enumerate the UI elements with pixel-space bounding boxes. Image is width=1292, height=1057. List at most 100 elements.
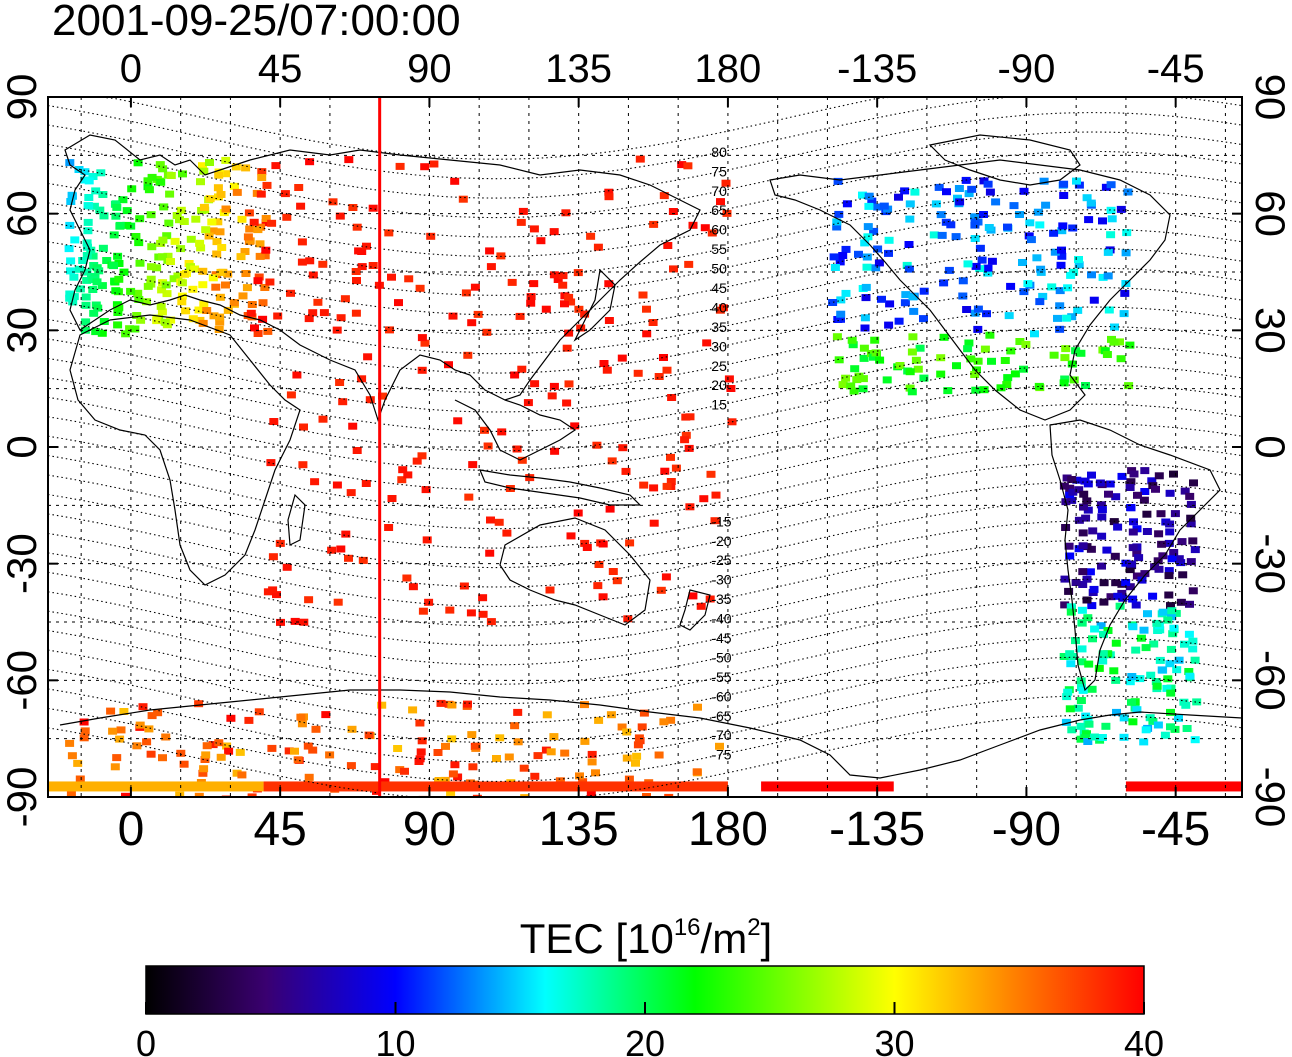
tec-cell (666, 478, 676, 485)
magnetic-latitude-label: -25 (711, 552, 731, 568)
tec-cell (344, 554, 353, 562)
tec-cell (96, 169, 106, 177)
tec-cell (340, 295, 350, 303)
tec-cell (293, 756, 303, 764)
tec-cell (244, 716, 254, 724)
tec-cell (946, 221, 956, 229)
tec-cell (510, 722, 520, 730)
tec-cell (420, 163, 430, 171)
lon-tick-label-top: -45 (1147, 47, 1205, 91)
magnetic-latitude-contour (48, 637, 1242, 724)
tec-cell (1165, 489, 1175, 497)
tec-cell (468, 763, 478, 771)
tec-cell (241, 270, 251, 277)
tec-cell (261, 215, 271, 222)
tec-cell (1083, 716, 1093, 723)
tec-cell (970, 221, 980, 229)
tec-cell (561, 209, 571, 217)
tec-cell (114, 275, 124, 283)
tec-cell (900, 187, 910, 195)
tec-cell (1152, 682, 1162, 690)
tec-cell (1141, 726, 1151, 734)
tec-cell (471, 742, 481, 750)
tec-cell (69, 293, 79, 301)
tec-cell (1067, 496, 1077, 504)
tec-cell (1118, 594, 1128, 602)
lat-tick-label-right: 60 (1247, 190, 1292, 237)
tec-cell (1190, 546, 1200, 554)
tec-cell (260, 252, 270, 260)
tec-cell (623, 615, 633, 623)
tec-cell (237, 215, 247, 223)
tec-cell (962, 306, 972, 313)
tec-cell (299, 423, 308, 431)
tec-cell (255, 240, 265, 248)
tec-cell (138, 703, 148, 711)
tec-cell (1186, 520, 1196, 528)
colorbar-tick-label: 10 (375, 1023, 415, 1057)
tec-cell (1006, 347, 1016, 355)
tec-cell (1107, 215, 1117, 223)
tec-cell (1119, 733, 1129, 741)
tec-cell (328, 198, 338, 206)
tec-cell (908, 333, 918, 341)
tec-cell (849, 387, 859, 395)
tec-cell (642, 793, 651, 797)
tec-cell (680, 436, 690, 444)
tec-cell (1165, 660, 1175, 668)
tec-cell (1035, 221, 1045, 229)
tec-cell (1110, 552, 1120, 560)
tec-cell (1074, 256, 1083, 263)
tec-cell (147, 243, 157, 251)
tec-cell (1015, 211, 1024, 218)
tec-cell (907, 388, 917, 396)
tec-cell (458, 195, 468, 203)
lat-tick-label-right: 90 (1247, 74, 1292, 121)
tec-cell (715, 742, 724, 750)
tec-cell (352, 223, 362, 231)
tec-cell (1055, 302, 1065, 310)
tec-cell (684, 444, 694, 452)
tec-cell (608, 568, 618, 575)
tec-cell (1174, 714, 1183, 722)
tec-cell (904, 241, 914, 248)
tec-cell (81, 301, 91, 309)
tec-cell (1089, 733, 1099, 741)
tec-cell (1150, 563, 1160, 571)
tec-cell (482, 328, 492, 336)
tec-cell (660, 467, 670, 475)
tec-cell (867, 197, 877, 205)
tec-cell (1067, 726, 1077, 734)
tec-cell (1082, 497, 1092, 505)
tec-cell (416, 748, 426, 756)
tec-cell (858, 385, 868, 393)
tec-cell (448, 312, 458, 320)
tec-cell (1063, 284, 1073, 292)
tec-cell (1184, 668, 1194, 675)
tec-cell (485, 247, 495, 255)
tec-cell (417, 737, 427, 745)
tec-cell (358, 556, 368, 564)
tec-cell (163, 252, 173, 260)
tec-cell (1097, 734, 1107, 741)
tec-cell (257, 174, 267, 181)
tec-cell (158, 165, 168, 173)
lat-tick-label-right: 30 (1247, 307, 1292, 354)
tec-cell (541, 746, 551, 754)
tec-cell (247, 793, 257, 797)
tec-cell (1164, 539, 1174, 547)
tec-cell (68, 298, 78, 306)
tec-cell (1142, 528, 1152, 535)
tec-cell (877, 295, 886, 303)
tec-cell (1103, 248, 1113, 256)
coastline-south-america (1049, 419, 1221, 692)
tec-cell (260, 284, 270, 291)
tec-cell (483, 442, 493, 450)
tec-cell (1056, 261, 1066, 269)
magnetic-latitude-contour (48, 248, 1242, 335)
tec-cell (1089, 585, 1099, 593)
tec-cell (1174, 656, 1184, 664)
tec-cell (669, 265, 678, 273)
tec-cell (599, 360, 609, 367)
